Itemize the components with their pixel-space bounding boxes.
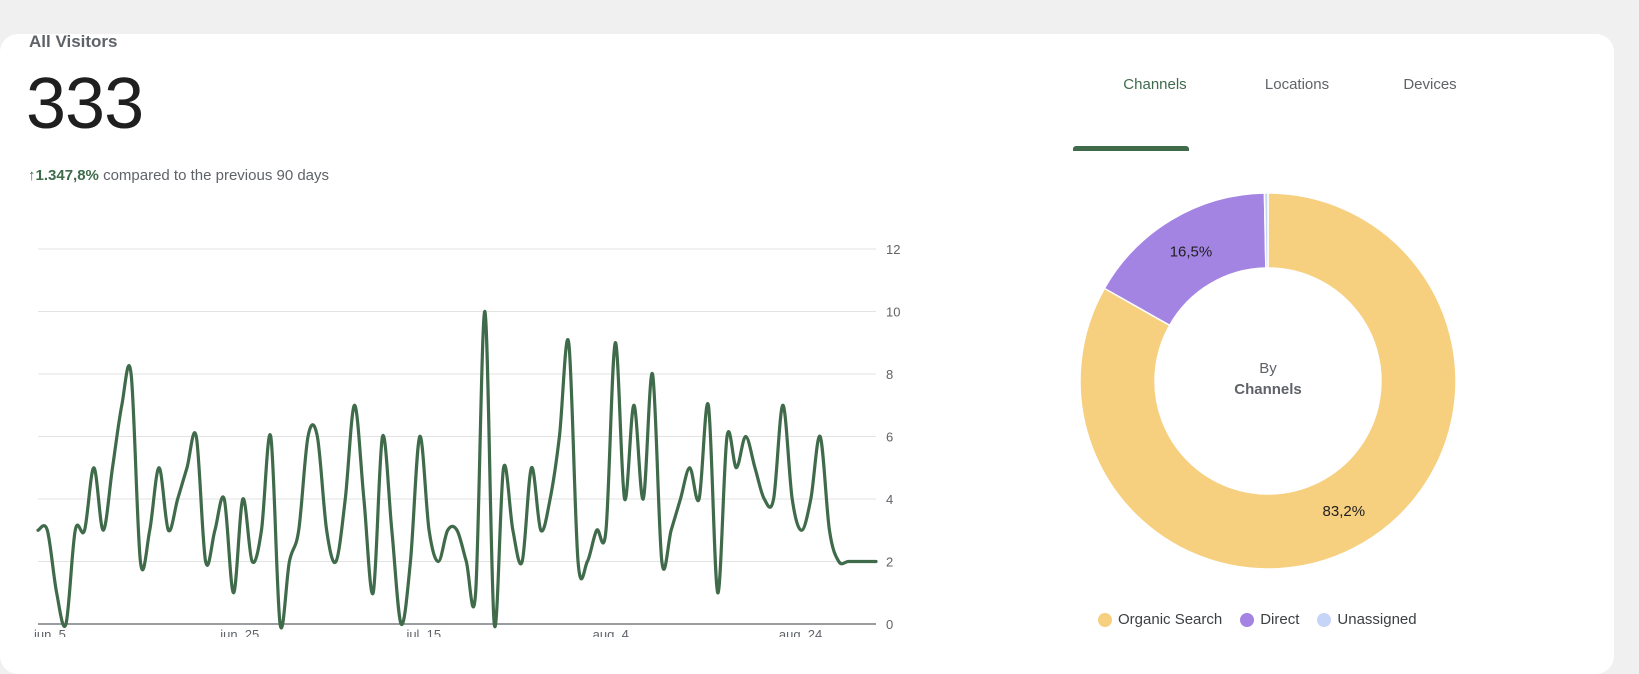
donut-data-label: 16,5%	[1170, 244, 1213, 261]
legend-item-unassigned[interactable]: Unassigned	[1317, 611, 1417, 628]
legend-swatch	[1098, 612, 1112, 627]
donut-data-label: 83,2%	[1323, 503, 1366, 520]
y-tick-label: 8	[886, 367, 893, 382]
donut-center-line2: Channels	[1234, 381, 1302, 398]
legend-item-organic-search[interactable]: Organic Search	[1098, 611, 1222, 628]
x-tick-label: jun. 5	[33, 627, 66, 637]
donut-center-line1: By	[1259, 360, 1277, 377]
visitors-line-chart: 0 2 4 6 8 10 12 jun. 5 jun. 25 jul. 15 aug. 4 aug. …	[33, 242, 900, 637]
tab-locations[interactable]: Locations	[1264, 76, 1330, 93]
x-tick-label: jul. 15	[405, 627, 441, 637]
x-tick-label: aug. 24	[779, 627, 822, 637]
x-tick-label: aug. 4	[593, 627, 629, 637]
legend-item-direct[interactable]: Direct	[1240, 611, 1299, 628]
y-tick-label: 2	[886, 555, 893, 570]
legend-swatch	[1317, 612, 1332, 627]
donut-slice-unassigned[interactable]	[1263, 192, 1269, 269]
donut-legend: Organic Search Direct Unassigned	[1098, 611, 1435, 633]
breakdown-tabs: Channels Locations Devices	[1070, 76, 1470, 116]
donut-center-label: By Channels	[1178, 358, 1358, 400]
visitors-series-line	[36, 309, 878, 630]
up-arrow-icon: ↑	[28, 167, 36, 184]
delta-row: ↑1.347,8% compared to the previous 90 da…	[28, 167, 329, 184]
legend-swatch	[1240, 612, 1255, 627]
legend-label: Unassigned	[1337, 611, 1417, 628]
y-tick-label: 4	[886, 492, 893, 507]
total-visitors-value: 333	[26, 64, 144, 144]
delta-description: compared to the previous 90 days	[103, 167, 330, 184]
legend-label: Organic Search	[1118, 611, 1223, 628]
y-tick-label: 10	[886, 305, 900, 320]
tab-channels[interactable]: Channels	[1123, 76, 1187, 93]
donut-slice-organic-search[interactable]	[1079, 192, 1457, 570]
legend-label: Direct	[1260, 611, 1300, 628]
delta-percent: 1.347,8%	[35, 167, 99, 184]
channels-donut-chart: 83,2% 16,5%	[1079, 192, 1457, 570]
x-tick-label: jun. 25	[219, 627, 259, 637]
card-title: All Visitors	[29, 32, 118, 51]
y-tick-label: 12	[886, 242, 900, 257]
y-tick-label: 6	[886, 430, 893, 445]
y-tick-label: 0	[886, 617, 893, 632]
tab-devices[interactable]: Devices	[1403, 76, 1457, 93]
all-visitors-card	[0, 34, 1614, 674]
active-tab-indicator	[1073, 146, 1189, 151]
